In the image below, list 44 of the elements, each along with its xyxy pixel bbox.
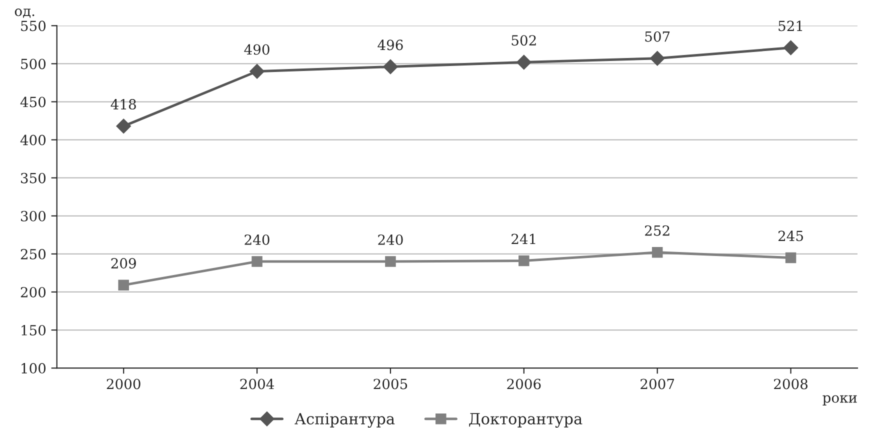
y-tick-label: 400	[20, 134, 46, 146]
data-label: 240	[244, 234, 270, 245]
x-tick-label: 2007	[640, 378, 674, 390]
data-label: 418	[110, 99, 136, 110]
y-tick-label: 350	[21, 172, 46, 184]
point	[252, 256, 262, 267]
data-label: 502	[512, 35, 536, 46]
legend-label: Аспірантура	[294, 413, 395, 428]
x-tick-label: 2000	[106, 378, 140, 390]
point	[783, 40, 798, 56]
data-label: 507	[645, 31, 670, 42]
point	[250, 64, 264, 79]
legend-label: Докторантура	[469, 413, 582, 428]
data-label: 490	[244, 44, 270, 55]
y-tick-label: 450	[20, 96, 46, 108]
data-label: 252	[645, 225, 670, 236]
data-label: 209	[111, 258, 136, 269]
y-tick-label: 250	[20, 248, 46, 260]
point	[385, 256, 396, 267]
point	[785, 252, 796, 264]
point	[118, 280, 129, 291]
data-label: 241	[512, 234, 536, 244]
data-label: 240	[378, 234, 403, 245]
point	[383, 59, 398, 74]
x-tick-label: 2005	[374, 378, 408, 390]
data-label: 521	[778, 20, 802, 32]
point	[518, 255, 530, 266]
data-label: 245	[778, 230, 803, 242]
x-tick-label: 2006	[507, 378, 541, 390]
x-tick-label: 2004	[240, 378, 274, 390]
y-tick-label: 150	[22, 325, 46, 336]
y-tick-label: 550	[21, 20, 46, 32]
data-label: 496	[378, 40, 403, 50]
x-axis-title: роки	[822, 395, 857, 406]
point	[116, 118, 131, 134]
point	[652, 247, 663, 258]
point	[516, 54, 532, 70]
y-axis-title: од.	[14, 8, 34, 18]
y-tick-label: 100	[22, 363, 46, 374]
x-tick-label: 2008	[774, 378, 808, 390]
y-tick-label: 300	[21, 210, 46, 222]
y-tick-label: 500	[21, 58, 46, 70]
y-tick-label: 200	[20, 286, 46, 298]
point	[650, 51, 665, 66]
